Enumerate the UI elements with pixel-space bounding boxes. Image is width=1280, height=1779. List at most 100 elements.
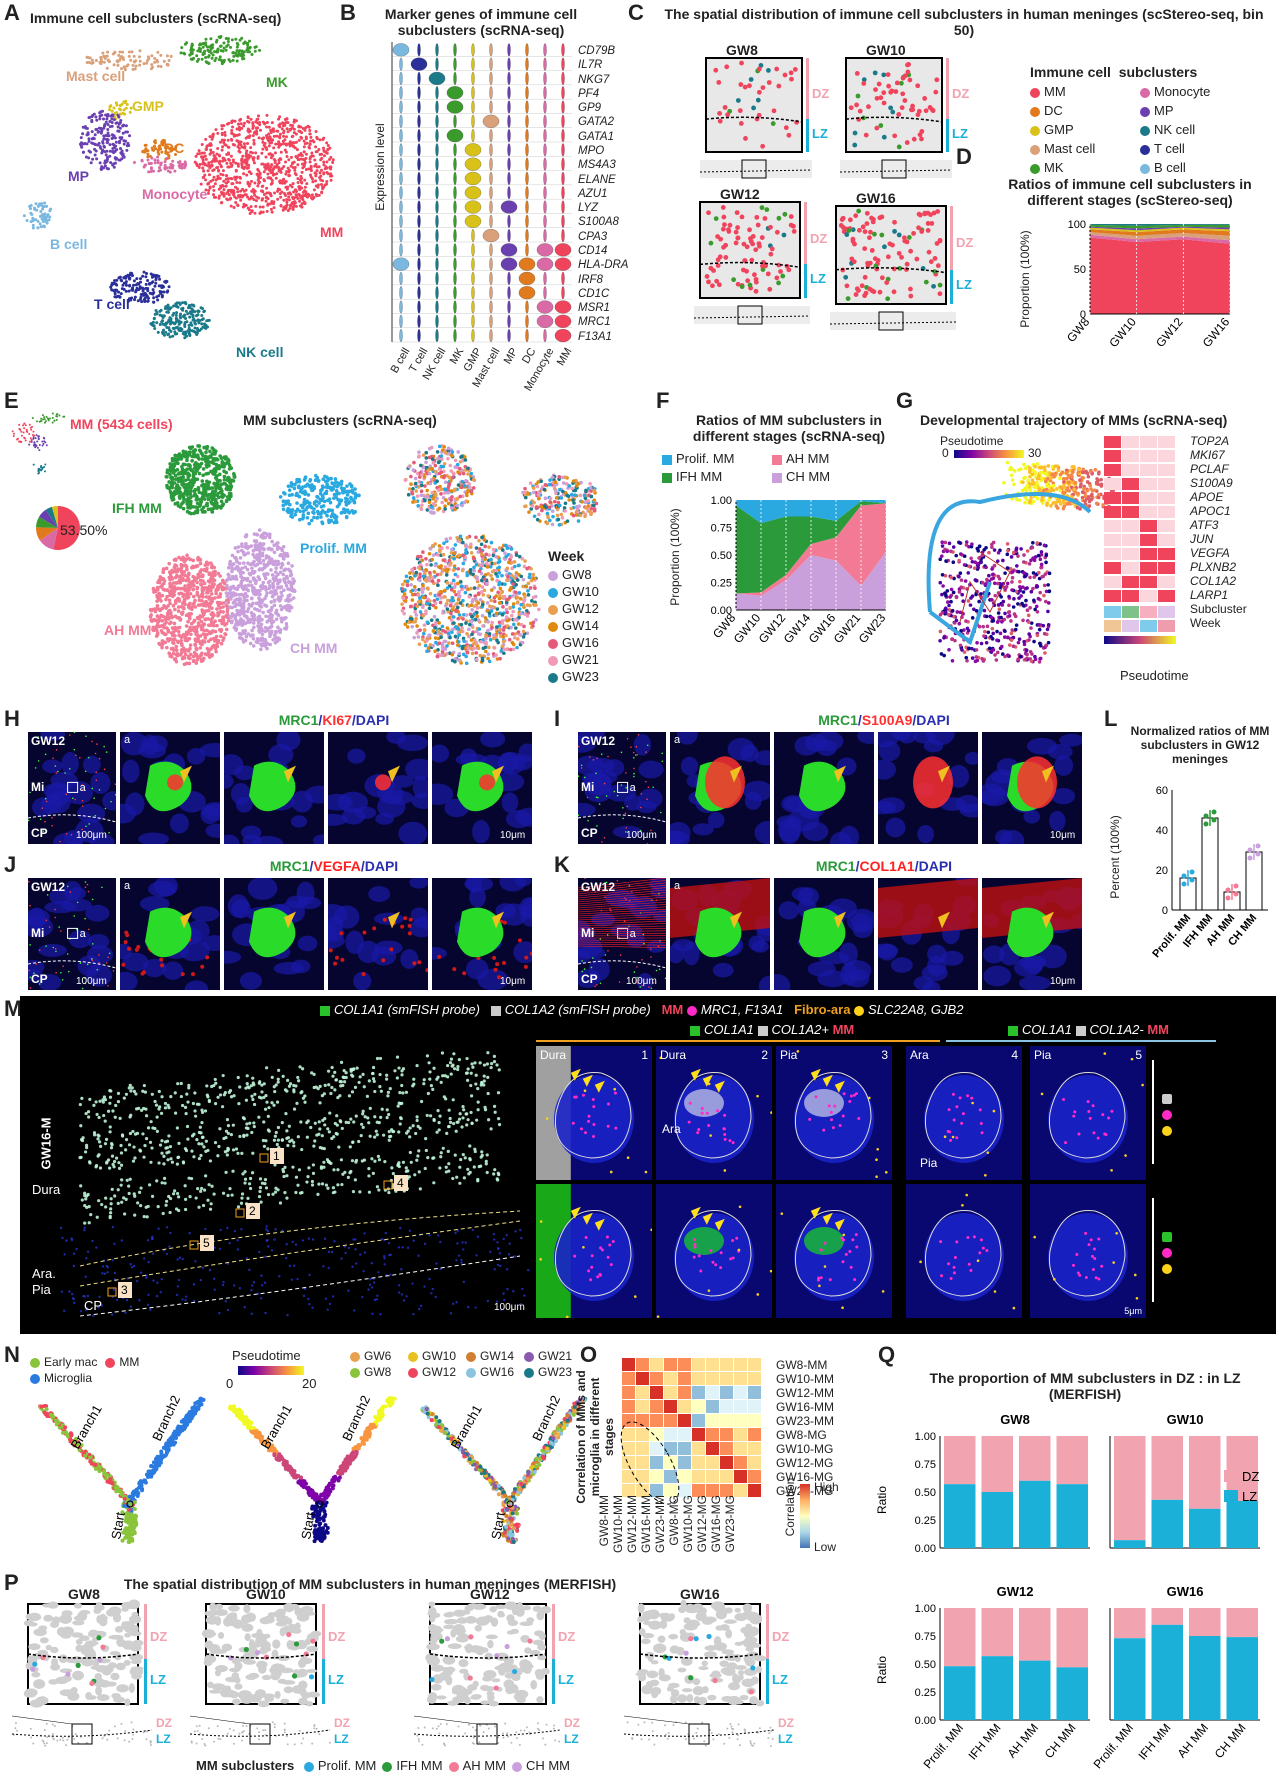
panel-p-legend-items: Prolif. MM IFH MM AH MM CH MM [298,1758,570,1773]
o-col-gw12-mg: GW12-MG [695,1495,709,1553]
c-dz-GW16: DZ [956,235,974,251]
micro-tile-j-1: a [120,878,220,990]
p-section-GW12 [413,1715,561,1747]
q-bar-dz [981,1608,1013,1657]
o-heat-cell [706,1414,719,1427]
o-heat-cell [636,1428,649,1441]
e-legend-gw14: GW14 [548,617,638,634]
c-lz-bar-GW12 [804,264,807,298]
c-stage-GW16: GW16 [856,190,896,206]
p-lz-bar [322,1659,325,1704]
p-spatial-GW10 [201,1602,322,1708]
panel-b-ylabel: Expression level [373,123,387,211]
panel-letter-k: K [554,852,570,877]
o-heat-cell [692,1484,705,1497]
panel-o-col-labels: GW8-MM GW10-MM GW12-MM GW16-MM GW23-MM GW8-MG… [597,1490,782,1560]
micro-cp: CP [31,826,48,840]
n-week-gw10: GW10 [408,1348,466,1364]
o-heat-cell [720,1358,733,1371]
panel-c-title: The spatial distribution of immune cell … [664,6,1264,38]
m-box-5 [189,1240,199,1250]
p-section-GW16 [623,1715,775,1747]
x-tick-GW12: GW12 [1153,315,1186,350]
n-branch1: Branch1 [258,1402,295,1451]
o-col-gw23-mm: GW23-MM [653,1495,667,1553]
micro-tile-k-4: 10μm [982,878,1082,990]
o-row-gw16-mg: GW16-MG [776,1470,834,1484]
c-lz-bar-GW10 [946,119,949,152]
panel-letter-c: C [628,0,644,25]
g-heat-cell [1158,548,1175,560]
e-legend-label: GW16 [562,635,599,650]
o-heat-cell [734,1456,747,1469]
mm-dot [686,1005,697,1016]
e-legend-gw12: GW12 [548,600,638,617]
panel-g-pt-max: 30 [1028,446,1042,460]
micro-a-mark: a [629,782,636,795]
micro-tile-j-2 [224,878,324,990]
m-group2-header: COL1A1 COL1A2- MM [1008,1022,1169,1037]
g-gene-TOP2A: TOP2A [1190,434,1230,448]
m-box-label: 1 [273,1149,280,1163]
stain-part: COL1A1 [859,858,915,874]
panel-letter-p: P [4,1570,19,1595]
o-heat-cell [734,1358,747,1371]
m-tile-number: 5 [1135,1048,1142,1062]
pie-slice [39,528,58,550]
g-heat-cell [1140,450,1157,462]
c-spatial-GW16 [835,205,947,305]
p-lz-bar [144,1659,147,1704]
f-legend-prolif--mm: Prolif. MM [662,450,772,467]
panel-letter-n: N [4,1342,20,1367]
o-col-gw8-mm: GW8-MM [597,1495,611,1547]
q-legend-dz: DZ [1242,1469,1259,1484]
m-tile-layer: Ara [910,1048,929,1062]
l-bar-ifh-mm [1201,817,1219,911]
q-bar-dz [1189,1436,1221,1509]
p-dz-small: DZ [564,1716,580,1730]
micro-mi: Mi [31,780,45,794]
micro-tile-h-0: GW12 Mi CP a 100μm [28,732,116,844]
panel-o-legend-bar [800,1484,810,1548]
m-tile-scalebar: 5μm [1124,1306,1142,1316]
q-x-tick: AH MM [1175,1721,1211,1761]
c-dz-GW8: DZ [812,86,830,102]
q-x-tick: IFH MM [1135,1721,1173,1763]
c-legend-dot [1140,144,1150,155]
p-dz-bar [552,1604,555,1659]
g-heat-cell [1140,478,1157,490]
stain-part: / [309,858,314,874]
n-week-gw16: GW16 [466,1364,524,1380]
m-row-dot [1162,1264,1172,1274]
g-gene-COL1A2: COL1A2 [1190,574,1237,588]
n-week-dot [466,1367,476,1378]
area-mp [1090,226,1230,231]
q-stage-gw12: GW12 [997,1584,1034,1599]
q-bar-lz [981,1492,1013,1548]
p-legend-dot [303,1761,314,1772]
panel-letter-e: E [4,388,19,413]
m-layer-pia: Pia [32,1282,51,1297]
gene-label-CD1C: CD1C [578,287,610,300]
micro-cp: CP [31,972,48,986]
m-row-bar [1152,1198,1154,1302]
c-spatial-GW8 [705,57,803,153]
m-box-2 [235,1208,245,1218]
g-heat-cell [1158,562,1175,574]
m-layer-ara: Ara. [32,1266,56,1281]
panel-e-mini-umap [11,412,66,475]
panel-o-legend-title: Correlation [783,1477,797,1537]
m-tile-2-row2 [656,1184,772,1318]
stain-part: / [318,712,323,728]
m-tile-3-row1: Pia 3 [776,1046,892,1180]
gene-label-MS4A3: MS4A3 [578,159,616,172]
q-bar-lz [1226,1500,1258,1548]
c-dz-bar-GW8 [806,58,809,120]
q-y-tick: 0.00 [915,1715,936,1727]
o-row-gw10-mm: GW10-MM [776,1372,834,1386]
micro-scalebar-10: 10μm [1050,976,1076,987]
o-heat-cell [748,1456,761,1469]
micro-a: a [124,880,131,892]
stain-part: /DAPI [914,858,953,874]
p-section-GW10 [189,1715,331,1747]
